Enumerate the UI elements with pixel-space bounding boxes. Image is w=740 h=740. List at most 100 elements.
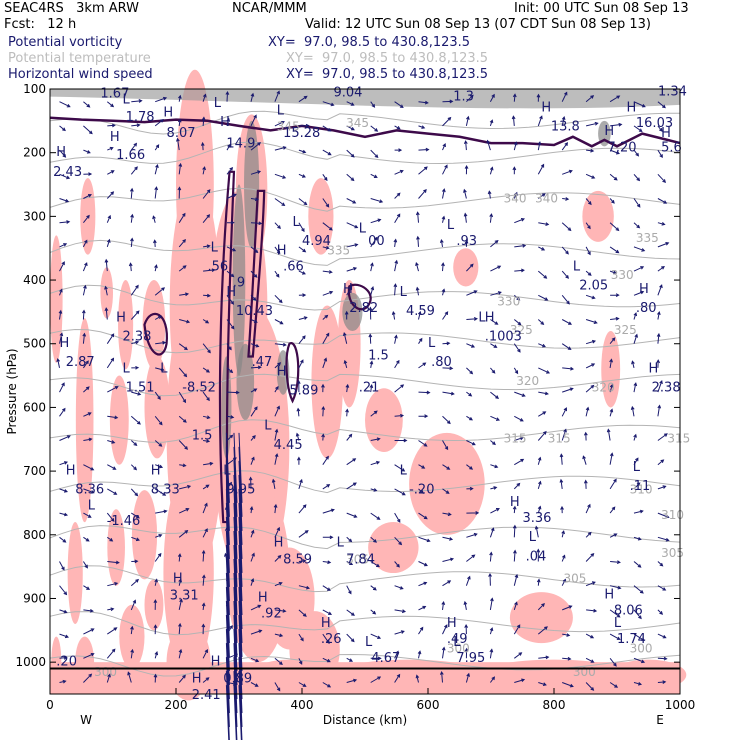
pv-shade-blob — [144, 579, 164, 631]
pv-extremum-label: .9 — [233, 275, 245, 290]
wind-vector — [418, 605, 427, 611]
wind-vector — [585, 121, 599, 127]
wind-vector — [106, 101, 115, 108]
pv-extremum-label: H — [277, 244, 287, 259]
wind-vector — [274, 385, 279, 393]
plot-frame — [49, 88, 681, 695]
wind-vector — [153, 239, 157, 247]
wind-vector — [439, 238, 444, 247]
wind-vector — [322, 125, 332, 132]
pv-extremum-label: 1.34 — [658, 84, 687, 99]
wind-vector — [178, 529, 189, 538]
wind-vector — [346, 561, 354, 565]
wind-vector — [298, 633, 304, 642]
wind-vector — [466, 290, 478, 296]
wind-vector — [153, 673, 158, 683]
field-wind-name: Horizontal wind speed — [8, 67, 153, 82]
wind-vector — [202, 367, 210, 373]
wind-vector — [418, 626, 424, 635]
wind-vector — [107, 488, 118, 495]
wind-vector — [657, 485, 667, 490]
wind-vector — [441, 600, 446, 610]
wind-vector — [633, 149, 640, 157]
pv-extremum-label: L — [293, 215, 301, 230]
pv-extremum-label: H — [173, 572, 183, 587]
pv-extremum-label: 00 — [368, 234, 385, 249]
wind-vector — [585, 552, 595, 562]
wind-vector — [657, 242, 670, 248]
pv-extremum-label: H — [116, 310, 126, 325]
wind-vector-strong — [233, 685, 237, 740]
pv-extremum-label: H — [626, 100, 636, 115]
pv-extremum-label: L — [277, 103, 285, 118]
pv-shade-blob — [118, 280, 134, 370]
wind-vector — [514, 678, 526, 683]
wind-vector — [633, 457, 639, 465]
wind-vector — [442, 164, 448, 175]
wind-vector — [298, 173, 306, 178]
wind-vector — [321, 433, 325, 441]
wind-vector — [418, 581, 428, 587]
wind-vector — [202, 484, 210, 490]
wind-vector — [322, 149, 332, 156]
wind-vector — [538, 246, 546, 251]
wind-vector — [370, 125, 379, 132]
wind-vector — [633, 312, 638, 320]
wind-vector — [609, 270, 617, 275]
pv-shade-blob — [409, 432, 485, 535]
wind-vector — [250, 388, 258, 393]
wind-vector — [370, 488, 378, 492]
wind-vector — [418, 488, 424, 494]
pv-shade-blob — [144, 356, 170, 459]
wind-vector — [490, 464, 499, 469]
wind-vector — [560, 505, 564, 514]
wind-vector — [274, 270, 280, 278]
wind-vector — [609, 198, 615, 204]
pv-extremum-label: 1.51 — [126, 381, 155, 396]
wind-vector — [83, 488, 95, 494]
wind-vector — [633, 246, 646, 252]
wind-vector-strong — [233, 502, 238, 573]
pv-extremum-label: L — [400, 285, 408, 300]
wind-vector — [489, 166, 494, 175]
pv-extremum-label: -1.46 — [107, 514, 141, 529]
wind-vector — [538, 391, 549, 396]
wind-vector — [298, 504, 307, 514]
pv-extremum-label: 4.94 — [302, 234, 331, 249]
wind-vector — [154, 440, 163, 447]
wind-vector — [59, 173, 71, 180]
wind-vector — [155, 534, 163, 538]
wind-vector — [464, 623, 469, 635]
wind-vector — [466, 440, 476, 446]
wind-vector — [537, 626, 548, 635]
wind-vector — [442, 536, 454, 541]
wind-vector — [537, 456, 542, 465]
wind-vector — [83, 608, 94, 613]
wind-vector — [394, 630, 405, 635]
wind-vector — [346, 657, 354, 662]
wind-vector — [418, 440, 428, 447]
pv-extremum-label: L — [428, 336, 436, 351]
pv-extremum-label: L — [529, 530, 537, 545]
pv-gray-blob — [598, 120, 611, 147]
wind-vector — [490, 319, 499, 325]
wind-vector — [442, 488, 450, 494]
wind-vector — [271, 478, 276, 489]
wind-vector — [127, 671, 132, 683]
wind-vector — [83, 585, 91, 590]
wind-vector — [346, 585, 352, 595]
wind-vector — [250, 629, 263, 635]
theta-label: 325 — [510, 323, 533, 337]
pv-shade-blob — [311, 305, 343, 459]
wind-vector — [561, 407, 567, 417]
wind-vector — [633, 173, 641, 182]
wind-vector — [298, 222, 305, 233]
wind-vector — [657, 198, 668, 204]
wind-vector — [490, 291, 502, 296]
wind-vector — [131, 340, 140, 345]
theta-label: 315 — [667, 431, 690, 445]
wind-vector — [513, 319, 522, 326]
pv-extremum-label: 0.89 — [223, 672, 252, 687]
wind-vector — [585, 633, 595, 639]
pv-gray-blob — [232, 184, 246, 376]
